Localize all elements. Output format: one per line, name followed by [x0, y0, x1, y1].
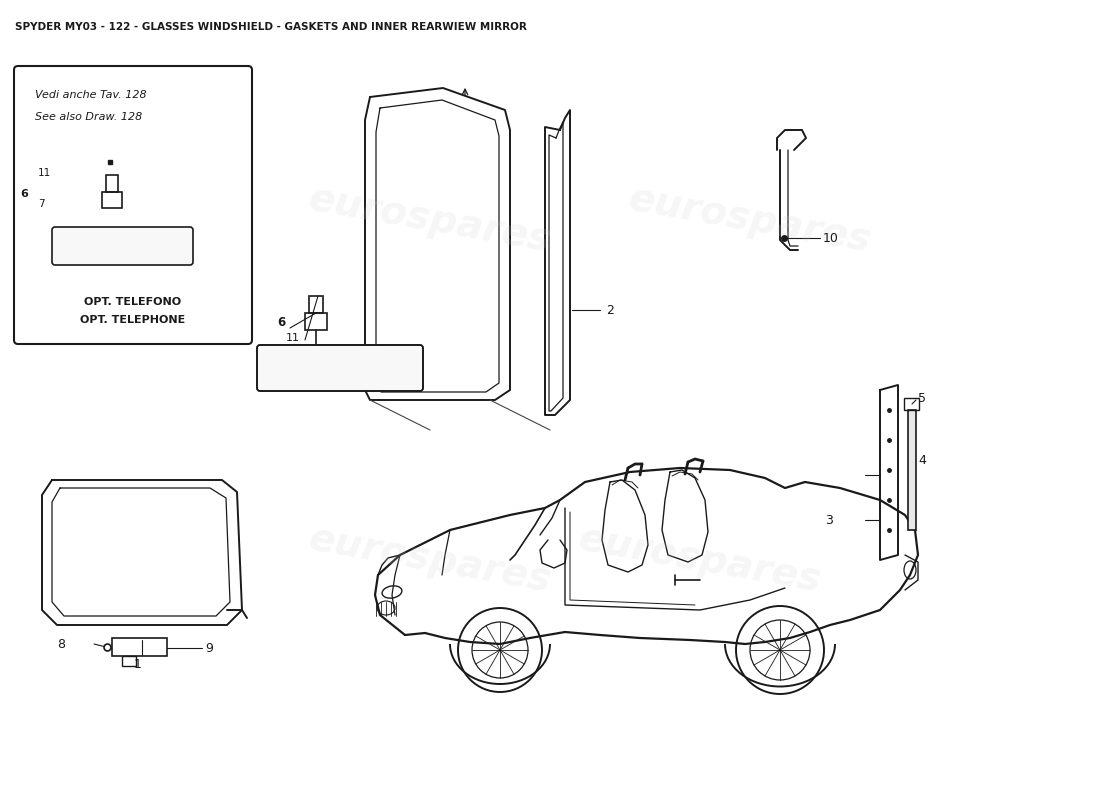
- Bar: [101, 192, 122, 208]
- Text: 6: 6: [20, 189, 28, 199]
- FancyBboxPatch shape: [14, 66, 252, 344]
- Bar: [122, 656, 136, 666]
- Text: eurospares: eurospares: [626, 180, 875, 260]
- Text: See also Draw. 128: See also Draw. 128: [35, 112, 142, 122]
- Bar: [112, 638, 167, 656]
- Text: 1: 1: [134, 658, 142, 671]
- Bar: [305, 313, 327, 330]
- Text: 7: 7: [39, 199, 45, 209]
- Text: 6: 6: [277, 317, 285, 330]
- Text: Vedi anche Tav. 128: Vedi anche Tav. 128: [35, 90, 146, 100]
- Bar: [309, 296, 323, 313]
- Text: eurospares: eurospares: [306, 520, 554, 600]
- Text: eurospares: eurospares: [575, 520, 824, 600]
- Text: 9: 9: [205, 642, 213, 654]
- Text: OPT. TELEPHONE: OPT. TELEPHONE: [80, 315, 186, 325]
- FancyBboxPatch shape: [52, 227, 192, 265]
- Text: eurospares: eurospares: [306, 180, 554, 260]
- Bar: [106, 175, 118, 192]
- Text: 11: 11: [39, 168, 52, 178]
- Text: OPT. TELEFONO: OPT. TELEFONO: [85, 297, 182, 307]
- Text: 3: 3: [825, 514, 833, 526]
- Text: SPYDER MY03 - 122 - GLASSES WINDSHIELD - GASKETS AND INNER REARWIEW MIRROR: SPYDER MY03 - 122 - GLASSES WINDSHIELD -…: [15, 22, 527, 32]
- Bar: [908, 410, 916, 530]
- Text: 4: 4: [918, 454, 926, 466]
- Text: 8: 8: [57, 638, 65, 650]
- Text: 11: 11: [286, 333, 300, 343]
- Text: 5: 5: [918, 391, 926, 405]
- Text: 2: 2: [606, 303, 614, 317]
- Bar: [904, 398, 918, 410]
- FancyBboxPatch shape: [257, 345, 424, 391]
- Text: 10: 10: [823, 231, 839, 245]
